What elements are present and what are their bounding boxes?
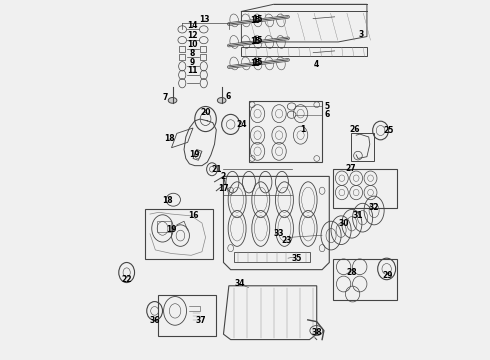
- Text: 28: 28: [346, 268, 357, 277]
- Bar: [351, 133, 374, 161]
- Text: 15: 15: [250, 16, 261, 25]
- Text: 27: 27: [345, 164, 356, 173]
- Bar: [333, 259, 397, 300]
- Text: 18: 18: [163, 196, 173, 205]
- Text: 32: 32: [368, 203, 379, 212]
- Bar: [200, 54, 205, 60]
- Text: 6: 6: [225, 92, 231, 101]
- Text: 19: 19: [189, 150, 199, 159]
- Text: 4: 4: [314, 60, 319, 69]
- Text: 15: 15: [252, 58, 263, 67]
- Text: 37: 37: [196, 316, 207, 325]
- Text: 6: 6: [324, 110, 329, 119]
- Text: 10: 10: [187, 40, 197, 49]
- Text: 20: 20: [200, 108, 211, 117]
- Text: 35: 35: [291, 254, 301, 263]
- Text: 31: 31: [353, 211, 363, 220]
- Text: 15: 15: [250, 59, 261, 68]
- Text: 16: 16: [188, 211, 198, 220]
- Bar: [333, 168, 397, 208]
- Text: 15: 15: [252, 36, 263, 45]
- Text: 11: 11: [187, 66, 197, 75]
- Text: 2: 2: [221, 172, 226, 181]
- Text: 34: 34: [234, 279, 245, 288]
- Text: 30: 30: [339, 219, 349, 228]
- Bar: [248, 101, 322, 162]
- Text: 8: 8: [190, 49, 195, 58]
- Text: 9: 9: [190, 58, 195, 67]
- Text: 36: 36: [149, 316, 160, 325]
- Text: 19: 19: [166, 225, 177, 234]
- Text: 7: 7: [163, 93, 168, 102]
- Bar: [200, 46, 205, 52]
- Text: 25: 25: [383, 126, 393, 135]
- Bar: [179, 54, 185, 60]
- Text: 3: 3: [359, 30, 364, 39]
- Text: 13: 13: [199, 15, 210, 24]
- Bar: [223, 168, 292, 195]
- Bar: [157, 221, 171, 232]
- Text: 18: 18: [164, 134, 175, 143]
- Text: 1: 1: [300, 125, 305, 134]
- Text: 26: 26: [349, 125, 360, 134]
- Text: 17: 17: [218, 184, 229, 193]
- Text: 15: 15: [252, 15, 263, 24]
- Text: 24: 24: [236, 120, 246, 129]
- Bar: [145, 209, 213, 259]
- Text: 22: 22: [122, 275, 132, 284]
- Ellipse shape: [168, 98, 177, 103]
- Bar: [179, 46, 185, 52]
- Text: 23: 23: [281, 236, 292, 245]
- Text: 33: 33: [274, 229, 284, 238]
- Text: 12: 12: [187, 31, 197, 40]
- Ellipse shape: [218, 98, 226, 103]
- Text: 15: 15: [250, 37, 261, 46]
- Text: 14: 14: [187, 21, 197, 30]
- Text: 29: 29: [383, 270, 393, 279]
- Bar: [158, 295, 216, 336]
- Text: 5: 5: [324, 102, 329, 111]
- Text: 21: 21: [211, 166, 221, 175]
- Text: 38: 38: [312, 328, 322, 337]
